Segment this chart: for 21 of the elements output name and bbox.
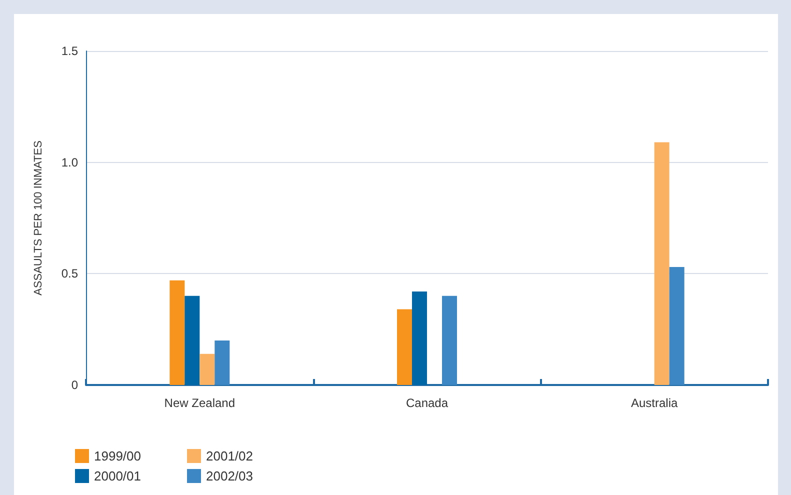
bar <box>214 340 230 385</box>
bar <box>442 296 457 385</box>
y-tick-label: 1.5 <box>61 44 78 58</box>
bar <box>170 280 185 385</box>
legend-label: 2002/03 <box>206 468 253 484</box>
y-tick-label: 0 <box>71 378 78 392</box>
bar <box>669 266 684 385</box>
legend-label: 1999/00 <box>94 448 141 464</box>
bar <box>654 142 670 385</box>
legend-label: 2001/02 <box>206 448 253 464</box>
x-tick-label: New Zealand <box>164 396 236 410</box>
y-tick-label: 1.0 <box>61 155 78 170</box>
x-tick-label: Australia <box>630 396 678 410</box>
legend-label: 2000/01 <box>94 468 141 484</box>
bar <box>412 291 427 385</box>
y-tick-label: 0.5 <box>61 266 78 281</box>
bar <box>200 354 215 385</box>
x-tick-label: Canada <box>406 396 448 410</box>
bar <box>184 296 200 385</box>
bar <box>397 309 412 385</box>
y-axis-title: ASSAULTS PER 100 INMATES <box>32 140 44 296</box>
